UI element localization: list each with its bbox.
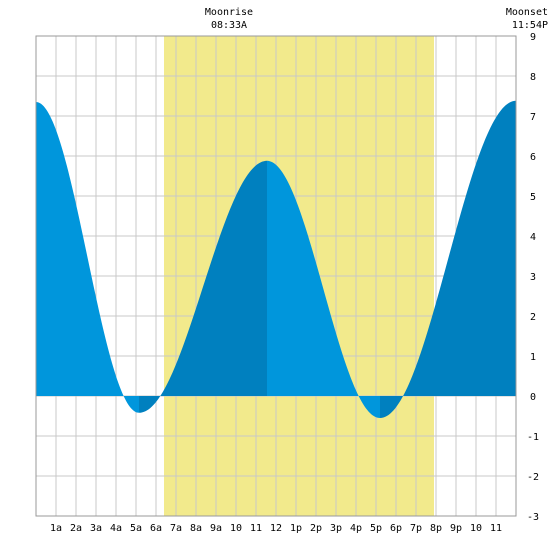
moonset-time: 11:54P xyxy=(512,20,548,31)
y-tick-label: 4 xyxy=(530,232,536,243)
tide-segment-falling xyxy=(36,102,139,413)
y-tick-label: 1 xyxy=(530,352,536,363)
x-tick-label: 2p xyxy=(310,523,322,534)
x-tick-label: 5p xyxy=(370,523,382,534)
x-tick-label: 6p xyxy=(390,523,402,534)
y-tick-label: 5 xyxy=(530,192,536,203)
x-tick-label: 11 xyxy=(490,523,502,534)
x-tick-label: 9p xyxy=(450,523,462,534)
y-tick-label: 2 xyxy=(530,312,536,323)
y-tick-label: -1 xyxy=(527,432,539,443)
x-tick-label: 7a xyxy=(170,523,182,534)
y-tick-label: 3 xyxy=(530,272,536,283)
x-tick-label: 8a xyxy=(190,523,202,534)
y-tick-label: 7 xyxy=(530,112,536,123)
y-tick-label: 6 xyxy=(530,152,536,163)
x-tick-label: 11 xyxy=(250,523,262,534)
tide-segment-rising xyxy=(380,100,516,419)
tide-segment-rising xyxy=(139,160,267,413)
x-tick-label: 4p xyxy=(350,523,362,534)
y-tick-label: 9 xyxy=(530,32,536,43)
y-tick-label: 8 xyxy=(530,72,536,83)
x-tick-label: 8p xyxy=(430,523,442,534)
x-tick-label: 3p xyxy=(330,523,342,534)
moonrise-time: 08:33A xyxy=(211,20,247,31)
moonrise-label: Moonrise xyxy=(205,7,253,18)
y-tick-label: 0 xyxy=(530,392,536,403)
x-tick-label: 1a xyxy=(50,523,62,534)
plot-frame xyxy=(35,35,517,517)
x-tick-label: 10 xyxy=(230,523,242,534)
x-tick-label: 10 xyxy=(470,523,482,534)
x-tick-label: 4a xyxy=(110,523,122,534)
y-tick-label: -3 xyxy=(527,512,539,523)
x-tick-label: 7p xyxy=(410,523,422,534)
x-tick-label: 12 xyxy=(270,523,282,534)
x-tick-label: 6a xyxy=(150,523,162,534)
x-tick-label: 3a xyxy=(90,523,102,534)
moonset-label: Moonset xyxy=(506,7,548,18)
x-tick-label: 5a xyxy=(130,523,142,534)
y-tick-label: -2 xyxy=(527,472,539,483)
x-tick-label: 9a xyxy=(210,523,222,534)
tide-segment-falling xyxy=(267,160,380,419)
x-tick-label: 1p xyxy=(290,523,302,534)
x-tick-label: 2a xyxy=(70,523,82,534)
